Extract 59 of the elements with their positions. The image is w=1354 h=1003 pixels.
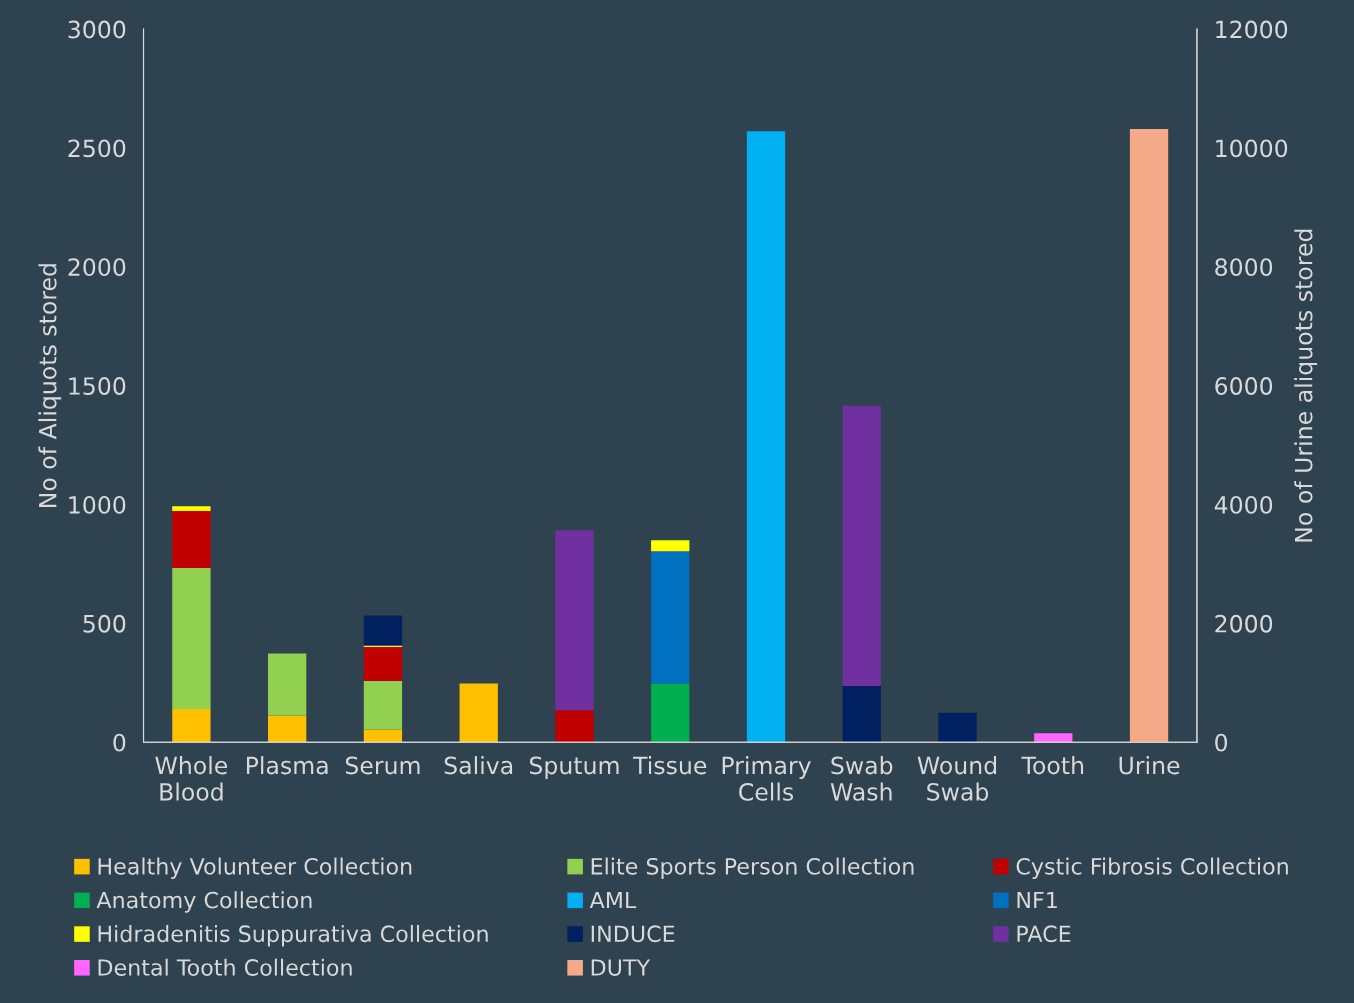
legend-label: Hidradenitis Suppurativa Collection (98, 924, 488, 947)
y-tick-label: 500 (83, 614, 126, 633)
y2-tick-label: 2000 (1215, 614, 1273, 633)
legend-label: Dental Tooth Collection (98, 958, 352, 976)
bar (172, 510, 211, 568)
bar (555, 710, 594, 743)
y-tick-label: 3000 (68, 20, 126, 39)
bar (938, 712, 977, 743)
bar (842, 686, 881, 743)
legend-label: PACE (1017, 925, 1071, 943)
bar (172, 708, 211, 743)
bar (842, 405, 881, 687)
y2-tick-label: 12000 (1216, 20, 1288, 39)
x-tick-label: Wound Swab (917, 756, 997, 801)
bar (172, 567, 211, 709)
legend-label: Anatomy Collection (96, 891, 312, 913)
x-tick-label: Plasma (246, 756, 328, 775)
y2-axis-title: No of Urine aliquots stored (1294, 229, 1318, 542)
legend-label: DUTY (591, 959, 651, 976)
y-tick-label: 1000 (69, 495, 126, 514)
bar (268, 715, 307, 743)
x-tick-label: Tissue (632, 756, 707, 775)
bar (268, 653, 307, 716)
x-tick-label: Whole Blood (155, 756, 228, 801)
bar (363, 646, 403, 681)
y-axis-title: No of Aliquots stored (38, 264, 62, 507)
bar (363, 729, 403, 743)
legend-label: AML (589, 891, 637, 909)
x-tick-label: Tooth (1021, 756, 1084, 775)
bar (555, 530, 594, 711)
legend-label: Elite Sports Person Collection (591, 857, 914, 880)
bar (1034, 733, 1073, 743)
y-tick-label: 2500 (68, 139, 126, 158)
y-tick-label: 1500 (69, 377, 126, 395)
bar (746, 131, 786, 743)
y2-tick-label: 0 (1215, 733, 1228, 752)
x-tick-label: Primary Cells (722, 756, 811, 801)
y2-tick-label: 10000 (1216, 139, 1288, 158)
bar (651, 540, 690, 552)
legend-label: INDUCE (591, 925, 675, 943)
y2-tick-label: 6000 (1215, 377, 1273, 395)
x-tick-label: Serum (345, 756, 420, 775)
legend-label: Healthy Volunteer Collection (98, 857, 412, 880)
legend-label: Cystic Fibrosis Collection (1016, 857, 1288, 880)
legend-label: NF1 (1017, 891, 1057, 909)
y2-tick-label: 4000 (1214, 495, 1273, 514)
y2-tick-label: 8000 (1215, 258, 1273, 277)
x-tick-label: Urine (1119, 756, 1180, 775)
bar (651, 683, 690, 743)
x-tick-label: Saliva (444, 756, 513, 775)
bar (363, 615, 403, 646)
bar (459, 683, 498, 743)
bar (651, 551, 690, 684)
x-tick-label: Sputum (529, 756, 619, 779)
x-tick-label: Swab Wash (830, 756, 893, 801)
bar (172, 506, 211, 511)
y-tick-label: 0 (113, 733, 126, 752)
y-tick-label: 2000 (68, 258, 126, 277)
bar (363, 680, 403, 730)
